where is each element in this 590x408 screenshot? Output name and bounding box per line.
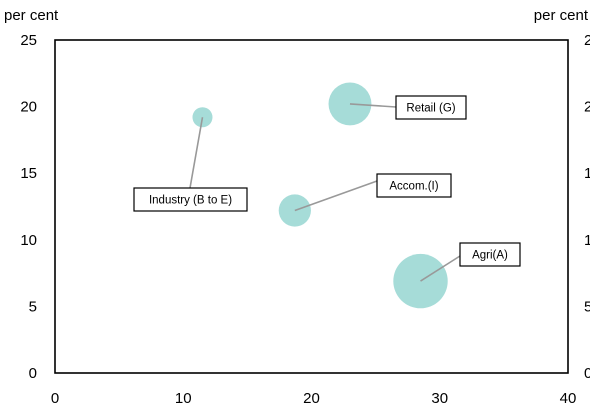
- tick-labels: 00551010151520202525010203040: [20, 32, 590, 407]
- annotation-box: [376, 173, 452, 198]
- leader-line: [420, 255, 461, 282]
- leader-line: [189, 117, 204, 189]
- x-tick-label: 30: [431, 390, 448, 407]
- y-axis-label-right: per cent: [534, 7, 589, 24]
- annotation-box: [459, 242, 521, 267]
- x-tick-label: 40: [560, 390, 577, 407]
- x-tick-label: 0: [51, 390, 59, 407]
- annotation-box: [395, 95, 467, 120]
- y-tick-label-left: 0: [29, 365, 37, 382]
- y-tick-label-right: 10: [584, 232, 590, 249]
- annotations: Industry (B to E) Retail (G) Accom.(I) Agri…: [133, 95, 521, 282]
- y-tick-label-left: 20: [20, 99, 37, 116]
- x-tick-label: 10: [175, 390, 192, 407]
- y-tick-label-right: 20: [584, 99, 590, 116]
- y-tick-label-left: 10: [20, 232, 37, 249]
- point-label: Agri(A): [472, 250, 508, 262]
- y-tick-label-right: 5: [584, 298, 590, 315]
- annotation-box: [133, 187, 248, 212]
- leader-line: [349, 103, 397, 108]
- y-tick-label-left: 25: [20, 32, 37, 49]
- x-tick-label: 20: [303, 390, 320, 407]
- point-label: Accom.(I): [389, 181, 438, 193]
- y-tick-label-left: 5: [29, 298, 37, 315]
- y-tick-label-left: 15: [20, 165, 37, 182]
- point-label: Retail (G): [406, 103, 455, 115]
- y-axis-label-left: per cent: [4, 7, 59, 24]
- y-tick-label-right: 0: [584, 365, 590, 382]
- plot-frame: [54, 39, 569, 374]
- point-label: Industry (B to E): [149, 195, 232, 207]
- y-tick-label-right: 25: [584, 32, 590, 49]
- leader-line: [294, 180, 378, 212]
- y-tick-label-right: 15: [584, 165, 590, 182]
